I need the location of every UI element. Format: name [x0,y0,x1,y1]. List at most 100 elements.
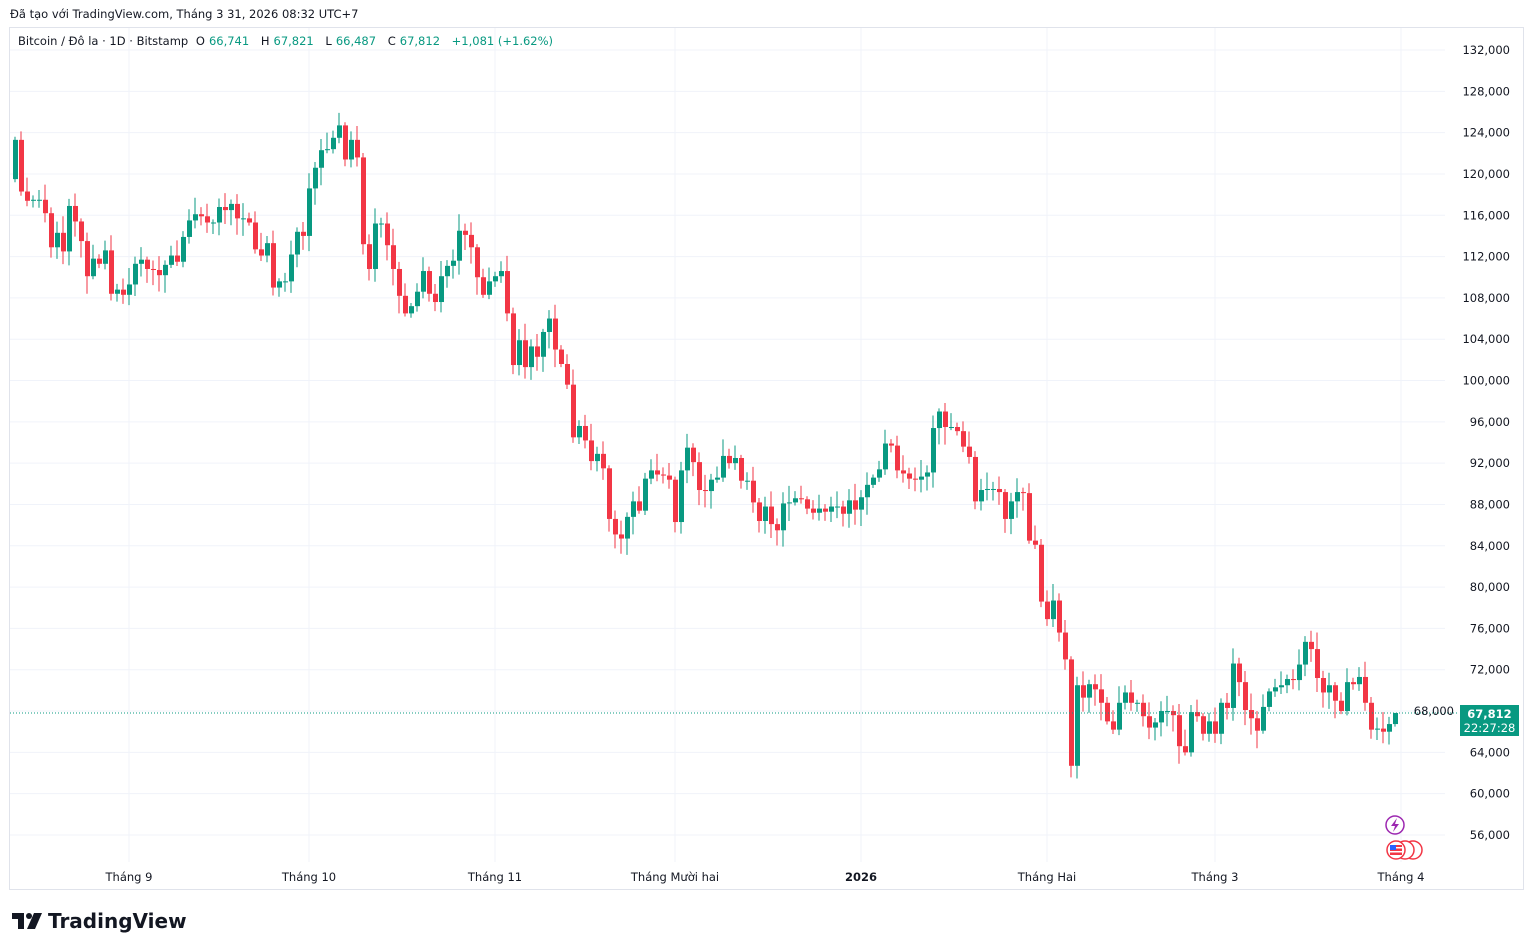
candle-body [397,268,402,296]
candle-body [391,245,396,269]
candle-body [217,207,222,223]
candle-body [127,284,132,295]
candle-body [181,236,186,262]
event-lightning-icon[interactable] [1385,815,1405,835]
grid-lines [10,28,1445,862]
candle [391,228,396,286]
candle-body [85,241,90,277]
event-us-flag-icons[interactable] [1386,840,1423,860]
candle-body [619,534,624,539]
candle-body [25,191,30,201]
candle-body [1381,728,1386,732]
candle-body [1213,721,1218,734]
x-tick-label: Tháng Hai [1017,870,1077,884]
candle [1105,697,1110,725]
candle-body [745,480,750,482]
candle-body [325,149,330,151]
candle-body [1375,728,1380,730]
candle [679,461,684,534]
candle [913,467,918,492]
candle-body [943,411,948,428]
candle-body [139,259,144,264]
candle [601,441,606,480]
candle-body [1069,659,1074,766]
candle [121,278,126,304]
candle [973,451,978,510]
candle-body [877,469,882,478]
candle-body [379,223,384,225]
bar-countdown: 22:27:28 [1463,721,1516,735]
candle [463,223,468,251]
candle [1315,632,1320,692]
candle [1057,593,1062,642]
candle-body [571,384,576,438]
candle [247,212,252,226]
candle [319,139,324,186]
symbol-name[interactable]: Bitcoin / Đô la · 1D · Bitstamp [18,34,189,48]
candle [409,303,414,318]
candle [1303,636,1308,677]
candle-body [337,125,342,138]
x-tick-label: 2026 [845,870,877,884]
candle-body [211,222,216,224]
candle [1099,674,1104,721]
candle-body [847,500,852,514]
candle [1327,672,1332,709]
candle [1279,671,1284,695]
candle [205,203,210,233]
candle-body [427,271,432,294]
tradingview-logo[interactable]: TradingView [12,909,187,933]
candle-body [1057,600,1062,633]
candle [853,483,858,525]
candle-body [49,213,54,248]
candle-body [13,139,18,180]
candle-body [625,516,630,539]
candle [1219,698,1224,745]
candle-body [691,447,696,463]
candle [739,454,744,489]
candle [1147,702,1152,740]
candle-body [403,295,408,314]
candle [907,467,912,489]
candle-body [775,524,780,531]
candle [373,208,378,282]
last-price: 67,812 [1467,707,1512,721]
candle [1285,674,1290,694]
candle-body [1171,711,1176,716]
candle [943,403,948,445]
candle-body [1309,641,1314,650]
candle [433,283,438,312]
candle-body [817,508,822,513]
candle-body [781,503,786,531]
candle [67,198,72,266]
candles [13,112,1398,779]
candle [55,221,60,259]
candle [73,193,78,237]
candle-body [475,247,480,278]
candle [403,283,408,317]
change-value: +1,081 (+1.62%) [451,34,554,48]
candle [1027,483,1032,544]
candle-body [1081,685,1086,698]
candle [325,132,330,154]
candle [1159,701,1164,737]
candle [379,217,384,238]
candle [715,466,720,483]
candle-body [1291,679,1296,681]
candle-body [517,340,522,366]
candle [289,240,294,293]
candle [1249,693,1254,735]
y-tick-label: 72,000 [1470,663,1510,677]
candle-body [451,260,456,266]
candle-body [559,349,564,364]
candle [337,112,342,144]
candle-body [1369,702,1374,730]
candle [1075,676,1080,779]
x-tick-label: Tháng 9 [105,870,153,884]
candle [187,209,192,244]
candle [1381,712,1386,744]
candle-body [1315,649,1320,678]
candle [841,500,846,527]
candle-body [253,222,258,250]
